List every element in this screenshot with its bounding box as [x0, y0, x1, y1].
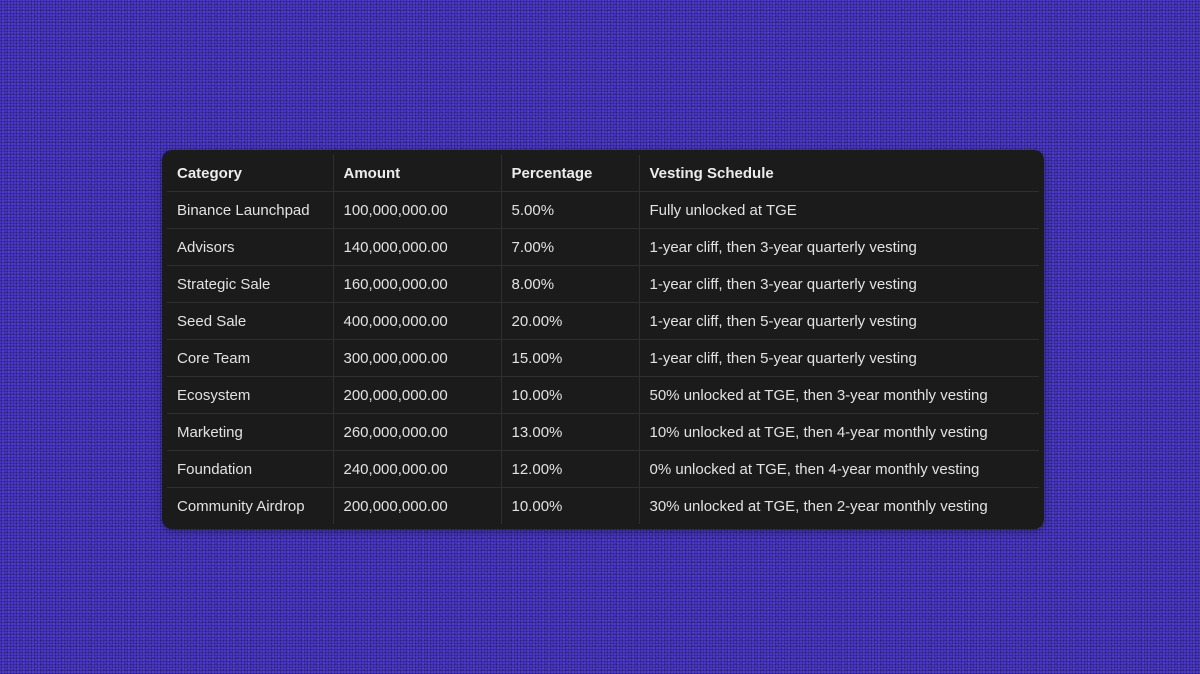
table-row: Seed Sale 400,000,000.00 20.00% 1-year c… [167, 302, 1039, 340]
table-row: Ecosystem 200,000,000.00 10.00% 50% unlo… [167, 376, 1039, 414]
cell-category: Core Team [167, 339, 334, 377]
cell-category: Strategic Sale [167, 265, 334, 303]
header-category: Category [167, 155, 334, 192]
cell-vesting-schedule: Fully unlocked at TGE [639, 191, 1039, 229]
cell-percentage: 13.00% [501, 413, 640, 451]
cell-amount: 200,000,000.00 [333, 376, 502, 414]
header-vesting-schedule: Vesting Schedule [639, 155, 1039, 192]
table-row: Marketing 260,000,000.00 13.00% 10% unlo… [167, 413, 1039, 451]
token-allocation-table-card: Category Amount Percentage Vesting Sched… [162, 150, 1044, 529]
cell-vesting-schedule: 0% unlocked at TGE, then 4-year monthly … [639, 450, 1039, 488]
cell-category: Ecosystem [167, 376, 334, 414]
cell-category: Community Airdrop [167, 487, 334, 524]
cell-vesting-schedule: 1-year cliff, then 5-year quarterly vest… [639, 339, 1039, 377]
table-header-row: Category Amount Percentage Vesting Sched… [167, 155, 1039, 192]
cell-vesting-schedule: 1-year cliff, then 3-year quarterly vest… [639, 265, 1039, 303]
cell-amount: 260,000,000.00 [333, 413, 502, 451]
cell-percentage: 5.00% [501, 191, 640, 229]
table-row: Strategic Sale 160,000,000.00 8.00% 1-ye… [167, 265, 1039, 303]
table-row: Foundation 240,000,000.00 12.00% 0% unlo… [167, 450, 1039, 488]
cell-category: Marketing [167, 413, 334, 451]
token-allocation-table: Category Amount Percentage Vesting Sched… [167, 155, 1039, 524]
header-percentage: Percentage [501, 155, 640, 192]
cell-vesting-schedule: 1-year cliff, then 3-year quarterly vest… [639, 228, 1039, 266]
cell-percentage: 8.00% [501, 265, 640, 303]
cell-percentage: 10.00% [501, 376, 640, 414]
cell-vesting-schedule: 1-year cliff, then 5-year quarterly vest… [639, 302, 1039, 340]
cell-amount: 300,000,000.00 [333, 339, 502, 377]
table-row: Binance Launchpad 100,000,000.00 5.00% F… [167, 191, 1039, 229]
cell-amount: 400,000,000.00 [333, 302, 502, 340]
cell-category: Foundation [167, 450, 334, 488]
cell-percentage: 12.00% [501, 450, 640, 488]
cell-percentage: 15.00% [501, 339, 640, 377]
table-row: Core Team 300,000,000.00 15.00% 1-year c… [167, 339, 1039, 377]
cell-amount: 240,000,000.00 [333, 450, 502, 488]
cell-vesting-schedule: 30% unlocked at TGE, then 2-year monthly… [649, 497, 988, 515]
cell-amount: 140,000,000.00 [333, 228, 502, 266]
cell-percentage: 7.00% [501, 228, 640, 266]
cell-vesting-schedule: 10% unlocked at TGE, then 4-year monthly… [639, 413, 1039, 451]
table-row: Community Airdrop 200,000,000.00 10.00% … [167, 487, 1039, 524]
cell-percentage: 20.00% [501, 302, 640, 340]
cell-amount: 200,000,000.00 [333, 487, 502, 524]
cell-percentage: 10.00% [501, 487, 640, 524]
cell-category: Binance Launchpad [167, 191, 334, 229]
table-row: Advisors 140,000,000.00 7.00% 1-year cli… [167, 228, 1039, 266]
header-amount: Amount [333, 155, 502, 192]
cell-amount: 100,000,000.00 [333, 191, 502, 229]
cell-category: Seed Sale [167, 302, 334, 340]
cell-vesting-schedule: 50% unlocked at TGE, then 3-year monthly… [639, 376, 1039, 414]
cell-category: Advisors [167, 228, 334, 266]
cell-amount: 160,000,000.00 [333, 265, 502, 303]
